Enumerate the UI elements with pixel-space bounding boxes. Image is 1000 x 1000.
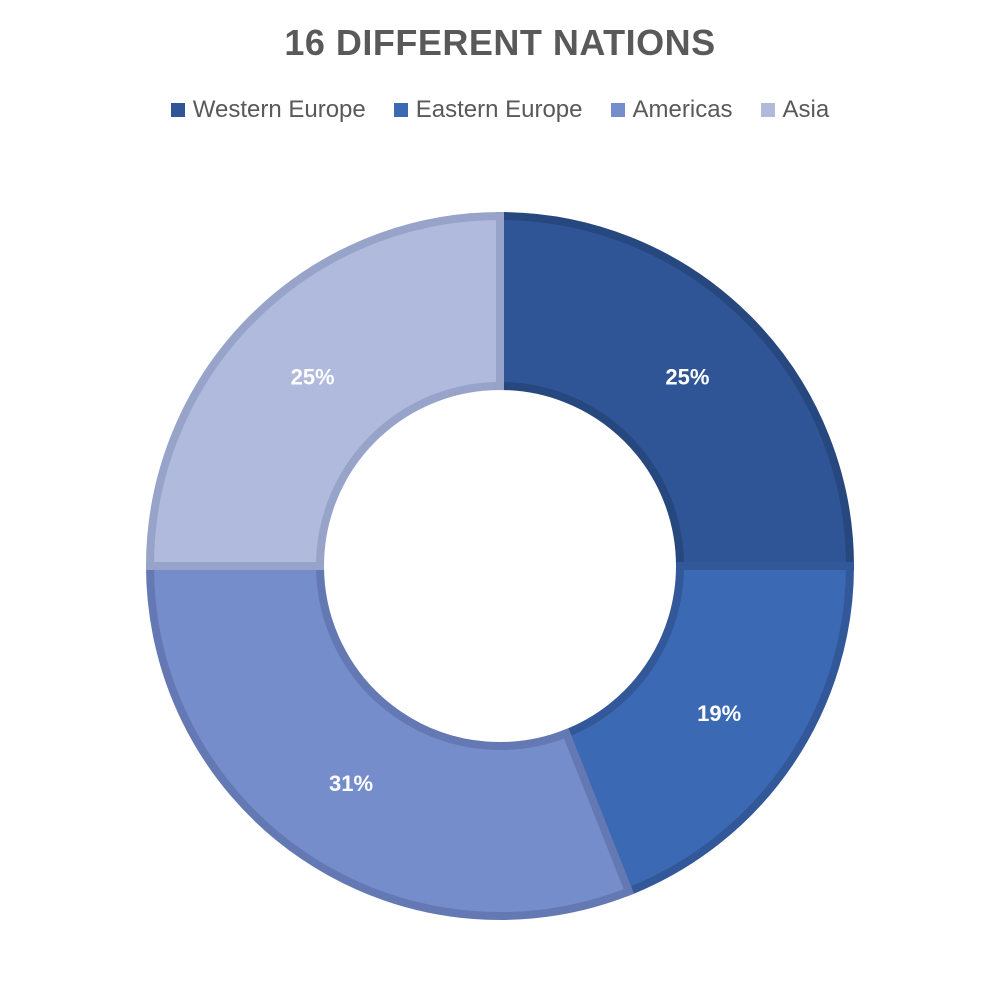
data-label-americas: 31%	[329, 771, 373, 796]
legend-item-asia: Asia	[760, 96, 830, 124]
legend-swatch-eastern-europe	[393, 103, 408, 117]
legend-item-western-europe: Western Europe	[170, 96, 366, 124]
legend-label-asia: Asia	[782, 96, 830, 123]
legend: Western Europe Eastern Europe Americas A…	[0, 96, 1000, 124]
donut-slice-eastern-europe	[561, 562, 855, 897]
legend-swatch-asia	[760, 103, 775, 117]
donut-slice-americas	[145, 562, 635, 920]
legend-swatch-americas	[610, 103, 625, 117]
chart-title: 16 DIFFERENT NATIONS	[284, 22, 716, 63]
legend-label-americas: Americas	[632, 96, 733, 123]
donut-slice-asia	[145, 211, 504, 570]
legend-item-americas: Americas	[610, 96, 733, 124]
data-label-eastern-europe: 19%	[697, 701, 741, 726]
data-label-asia: 25%	[291, 364, 335, 389]
legend-swatch-western-europe	[170, 103, 185, 117]
legend-label-western-europe: Western Europe	[192, 96, 366, 123]
legend-label-eastern-europe: Eastern Europe	[415, 96, 583, 123]
donut-slice-western-europe	[496, 211, 855, 570]
legend-item-eastern-europe: Eastern Europe	[393, 96, 583, 124]
data-label-western-europe: 25%	[665, 364, 709, 389]
